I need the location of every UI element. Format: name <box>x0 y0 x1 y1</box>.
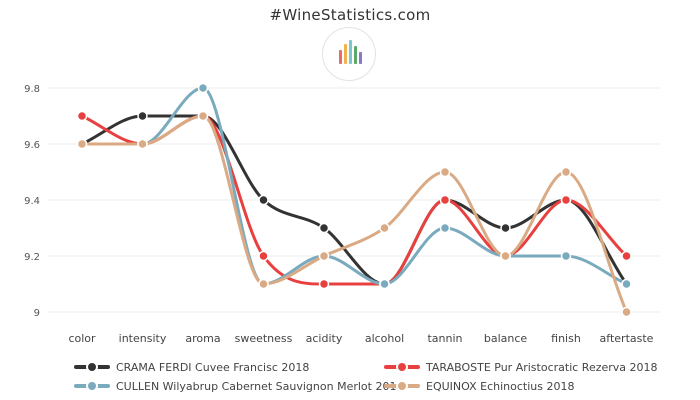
x-tick-label: aroma <box>185 332 220 345</box>
data-point[interactable] <box>318 222 330 234</box>
series-line-4 <box>80 114 628 314</box>
data-point[interactable] <box>560 166 572 178</box>
legend-swatch-dot <box>396 380 408 392</box>
data-point[interactable] <box>318 250 330 262</box>
data-point[interactable] <box>258 250 269 262</box>
legend-label: TARABOSTE Pur Aristocratic Rezerva 2018 <box>426 360 658 374</box>
x-tick-label: finish <box>551 332 581 345</box>
y-tick-label: 9.8 <box>24 84 40 95</box>
x-tick-label: alcohol <box>365 332 404 345</box>
data-point[interactable] <box>621 306 632 318</box>
data-point[interactable] <box>379 278 390 290</box>
data-point[interactable] <box>500 222 511 234</box>
x-tick-label: aftertaste <box>600 332 654 345</box>
data-point[interactable] <box>621 278 632 290</box>
data-point[interactable] <box>379 222 390 234</box>
series-line-1 <box>80 114 628 286</box>
y-tick-label: 9.2 <box>24 252 40 263</box>
legend-swatch-dot <box>86 380 98 392</box>
legend-item[interactable]: CULLEN Wilyabrup Cabernet Sauvignon Merl… <box>74 378 403 394</box>
legend-item[interactable]: EQUINOX Echinoctius 2018 <box>384 378 574 394</box>
logo-bar <box>354 46 357 64</box>
y-tick-label: 9.6 <box>24 140 40 151</box>
y-tick-label: 9.4 <box>24 196 40 207</box>
legend-swatch <box>74 380 110 392</box>
page-title: #WineStatistics.com <box>269 6 431 24</box>
data-point[interactable] <box>560 250 572 262</box>
legend-label: EQUINOX Echinoctius 2018 <box>426 379 575 393</box>
x-tick-label: intensity <box>119 332 167 345</box>
data-point[interactable] <box>500 250 511 262</box>
logo-bar <box>339 50 342 64</box>
data-point[interactable] <box>439 194 451 206</box>
x-tick-label: sweetness <box>235 332 293 345</box>
data-point[interactable] <box>439 166 451 178</box>
data-point[interactable] <box>318 278 330 290</box>
legend-item[interactable]: CRAMA FERDI Cuvee Francisc 2018 <box>74 359 309 375</box>
legend-label: CRAMA FERDI Cuvee Francisc 2018 <box>116 360 310 374</box>
logo-bar <box>359 52 362 64</box>
x-tick-label: balance <box>484 332 528 345</box>
x-tick-label: acidity <box>306 332 343 345</box>
data-point[interactable] <box>560 194 572 206</box>
logo-bar <box>349 40 352 64</box>
data-point[interactable] <box>439 222 451 234</box>
legend-swatch <box>384 380 420 392</box>
data-point[interactable] <box>76 110 88 122</box>
data-point[interactable] <box>258 194 269 206</box>
data-point[interactable] <box>197 110 209 122</box>
data-point[interactable] <box>137 138 148 150</box>
data-point[interactable] <box>76 138 88 150</box>
data-point[interactable] <box>258 278 269 290</box>
legend-swatch-dot <box>396 361 408 373</box>
data-point[interactable] <box>621 250 632 262</box>
x-tick-label: color <box>68 332 96 345</box>
series-line-3 <box>80 86 628 286</box>
legend-label: CULLEN Wilyabrup Cabernet Sauvignon Merl… <box>116 379 404 393</box>
x-tick-label: tannin <box>427 332 462 345</box>
logo-bar <box>344 44 347 64</box>
bar-chart-logo-icon <box>322 27 376 81</box>
legend-swatch <box>74 361 110 373</box>
data-point[interactable] <box>137 110 148 122</box>
legend-item[interactable]: TARABOSTE Pur Aristocratic Rezerva 2018 <box>384 359 658 375</box>
y-tick-label: 9 <box>34 308 40 319</box>
data-point[interactable] <box>197 82 209 94</box>
legend-swatch-dot <box>86 361 98 373</box>
legend-swatch <box>384 361 420 373</box>
